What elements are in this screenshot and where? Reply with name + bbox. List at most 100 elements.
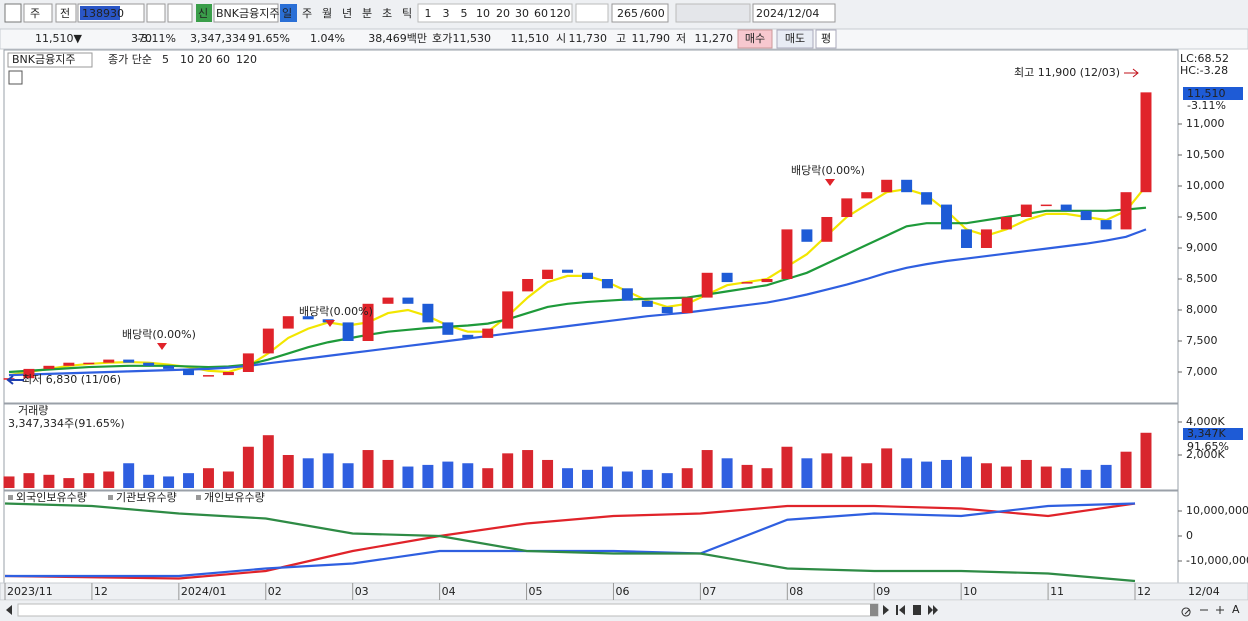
volume-bar — [841, 456, 853, 488]
tool-icons[interactable] — [675, 3, 751, 23]
volume-bar — [342, 463, 354, 488]
volume-bar — [302, 458, 314, 488]
prev-button[interactable] — [55, 3, 77, 23]
candle — [1100, 220, 1112, 230]
quote-open-label: 시 — [556, 32, 566, 45]
date: 2024/12/04 — [756, 7, 819, 20]
candle — [262, 328, 274, 354]
search-button[interactable] — [146, 3, 166, 23]
candle — [282, 316, 294, 329]
volume-bar — [482, 468, 494, 488]
candle — [442, 322, 454, 335]
last-volume-rate: 91.65% — [1187, 440, 1229, 453]
period-button: 년 — [342, 7, 352, 20]
candle — [841, 198, 853, 217]
quote-high-label: 고 — [616, 32, 626, 45]
market-combo[interactable] — [23, 3, 53, 23]
count-box[interactable] — [611, 3, 669, 23]
volume-subtitle: 3,347,334주(91.65%) — [8, 417, 125, 430]
candle — [462, 334, 474, 338]
candle — [960, 229, 972, 248]
volume-bar — [601, 466, 613, 488]
legend-ma: 60 — [216, 53, 230, 66]
low-annotation: 최저 6,830 (11/06) — [22, 373, 121, 386]
candle — [502, 291, 514, 329]
holdings-line — [4, 502, 1136, 583]
volume-bar — [322, 453, 334, 488]
code-selection — [80, 6, 120, 20]
scroll-left[interactable] — [6, 605, 12, 615]
date-box[interactable] — [752, 3, 836, 23]
y-tick-label: 10,000,000 — [1186, 504, 1248, 517]
count-group[interactable] — [417, 3, 573, 23]
dividend-marker — [325, 320, 335, 327]
volume-bar — [562, 468, 574, 488]
candle — [302, 316, 314, 320]
x-tick-label: 04 — [442, 585, 456, 598]
volume-bar — [123, 463, 135, 488]
quote-low-label: 저 — [676, 32, 686, 45]
candle — [422, 303, 434, 323]
volume-bar — [781, 446, 793, 488]
candle — [1120, 192, 1132, 230]
dividend-marker — [825, 179, 835, 186]
scroll-controls[interactable] — [883, 605, 938, 615]
volume-bar — [881, 448, 893, 488]
candle — [821, 216, 833, 242]
candle — [721, 272, 733, 283]
scroll-thumb[interactable] — [870, 604, 878, 616]
x-tick-label: 03 — [355, 585, 369, 598]
candle — [242, 353, 254, 372]
legend-entry: 개인보유수량 — [204, 491, 265, 504]
volume-bar — [422, 464, 434, 488]
period-selected[interactable] — [280, 4, 297, 22]
count-button: 60 — [534, 7, 548, 20]
candle — [1000, 216, 1012, 230]
zoom-auto[interactable]: A — [1232, 603, 1240, 616]
period-button: 월 — [322, 7, 332, 20]
candle — [881, 179, 893, 193]
new-badge[interactable] — [196, 4, 212, 22]
volume-title: 거래량 — [18, 404, 48, 417]
count-button: 1 — [425, 7, 432, 20]
legend-ma: 120 — [236, 53, 257, 66]
quote-eval: 평 — [821, 32, 831, 45]
y-tick-label: 0 — [1186, 529, 1193, 542]
candle — [980, 229, 992, 248]
buy-button[interactable] — [737, 29, 773, 49]
last-price: 11,510 — [1187, 87, 1226, 100]
y-tick-label: 11,000 — [1186, 117, 1225, 130]
zoom-controls[interactable] — [1181, 606, 1224, 617]
y-tick-label: -10,000,000 — [1186, 554, 1248, 567]
volume-bar — [222, 471, 234, 488]
x-tick-label: 12 — [94, 585, 108, 598]
sound-button[interactable] — [167, 3, 193, 23]
quote-bar-bg — [0, 28, 1248, 50]
x-tick-label: 05 — [529, 585, 543, 598]
candle — [641, 300, 653, 307]
y-tick-label: 10,000 — [1186, 179, 1225, 192]
volume-bar — [262, 435, 274, 488]
count-button: 30 — [515, 7, 529, 20]
volume-bar — [721, 458, 733, 488]
quote-sell: 매도 — [785, 32, 805, 45]
sell-button[interactable] — [776, 29, 814, 49]
eval-button[interactable] — [815, 29, 837, 49]
candle — [222, 371, 234, 376]
panel-icon[interactable] — [8, 70, 23, 85]
quote-low: 11,270 — [695, 32, 734, 45]
volume-bar — [901, 458, 913, 488]
volume-bar — [581, 469, 593, 488]
x-tick-label: 08 — [789, 585, 803, 598]
last-volume: 3,347K — [1187, 427, 1226, 440]
menu-icon[interactable] — [4, 3, 22, 23]
legend-entry: 외국인보유수량 — [16, 491, 87, 504]
price-panel — [3, 49, 1179, 404]
quote-change: 370 — [131, 32, 152, 45]
total-count: /600 — [640, 7, 665, 20]
last-price-box — [1183, 87, 1243, 100]
scroll-track[interactable] — [17, 603, 879, 617]
volume-bar — [681, 468, 693, 488]
count-combo[interactable] — [575, 3, 609, 23]
